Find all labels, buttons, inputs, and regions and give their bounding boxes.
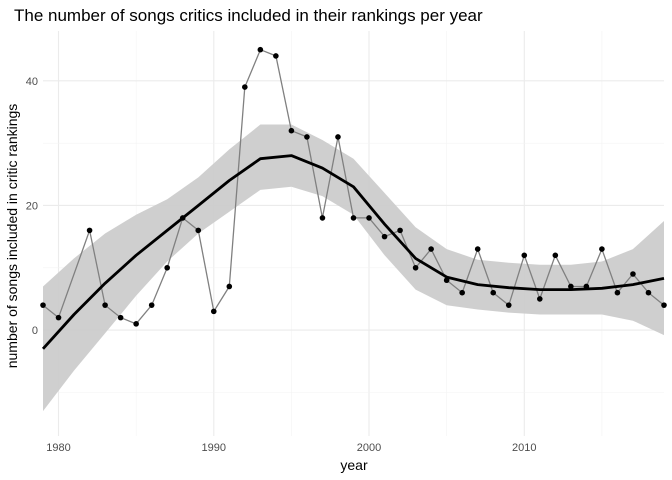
data-point <box>381 233 388 240</box>
data-point <box>397 227 403 234</box>
data-point <box>614 289 621 296</box>
chart-title: The number of songs critics included in … <box>14 6 483 25</box>
data-point <box>226 283 233 290</box>
data-point <box>164 264 170 271</box>
data-point <box>335 134 341 140</box>
data-point <box>117 314 124 321</box>
data-point <box>599 246 605 252</box>
y-tick-label: 40 <box>26 76 38 88</box>
data-point <box>428 246 434 252</box>
y-axis-ticks: 0 20 40 <box>26 76 38 337</box>
data-point <box>552 252 559 259</box>
data-point <box>273 53 279 59</box>
data-points <box>40 46 667 327</box>
smooth-fit-line <box>41 154 665 350</box>
data-point <box>102 302 108 308</box>
data-point <box>661 302 667 308</box>
x-axis-ticks: 1980 1990 2000 2010 <box>46 442 536 454</box>
data-point <box>148 302 155 308</box>
data-point <box>195 227 202 234</box>
data-point <box>210 308 217 315</box>
data-point <box>304 134 310 140</box>
x-tick-label: 2000 <box>357 442 381 454</box>
data-point <box>242 84 248 90</box>
data-point <box>55 314 62 321</box>
data-point <box>412 264 419 271</box>
data-point <box>537 296 543 302</box>
series-line-group <box>42 48 665 325</box>
smooth-line-group <box>41 154 665 350</box>
confidence-band-area <box>43 124 664 412</box>
x-tick-label: 2010 <box>512 442 536 454</box>
series-line <box>42 48 665 325</box>
y-tick-label: 20 <box>26 200 38 212</box>
data-point <box>257 46 264 53</box>
data-point <box>350 215 357 221</box>
y-tick-label: 0 <box>32 325 38 337</box>
data-point <box>568 283 574 290</box>
data-point <box>40 302 46 308</box>
x-tick-label: 1980 <box>46 442 70 454</box>
data-point <box>133 321 139 327</box>
data-point <box>288 127 295 134</box>
confidence-band <box>43 124 664 412</box>
x-tick-label: 1990 <box>202 442 226 454</box>
data-point <box>630 271 636 277</box>
data-point <box>474 246 481 252</box>
data-point <box>490 289 497 296</box>
data-point <box>645 289 652 296</box>
data-point <box>521 252 528 259</box>
data-point <box>459 289 465 296</box>
data-point <box>505 302 512 308</box>
data-point <box>86 227 93 234</box>
data-point <box>319 215 326 221</box>
y-axis-label: number of songs included in critic ranki… <box>4 104 20 369</box>
x-axis-label: year <box>340 457 368 473</box>
data-point <box>366 215 372 221</box>
